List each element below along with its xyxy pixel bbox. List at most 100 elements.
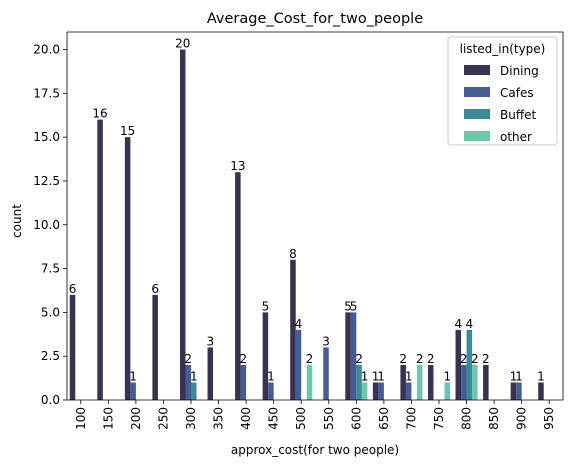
- legend-label-other: other: [500, 130, 532, 144]
- bar-label-dining-750: 2: [427, 352, 435, 366]
- bar-label-cafes-300: 2: [184, 352, 192, 366]
- legend-label-dining: Dining: [500, 64, 539, 78]
- x-tick-label: 950: [542, 407, 556, 430]
- bar-dining-600: [345, 312, 351, 400]
- bar-label-dining-250: 6: [151, 282, 159, 296]
- bar-dining-300: [179, 49, 186, 401]
- bar-cafes-650: [378, 382, 384, 400]
- x-tick-label: 400: [239, 407, 253, 430]
- bar-label-dining-950: 1: [537, 369, 545, 383]
- bar-cafes-200: [130, 382, 136, 400]
- bar-dining-250: [152, 294, 158, 400]
- bar-label-dining-800: 4: [454, 317, 462, 331]
- bar-label-other-800: 2: [471, 352, 479, 366]
- bar-dining-650: [372, 382, 379, 400]
- y-tick-label: 20.0: [33, 43, 60, 57]
- legend-label-cafes: Cafes: [500, 86, 534, 100]
- legend-swatch-other: [464, 131, 490, 141]
- bar-cafes-550: [323, 347, 329, 400]
- bar-buffet-800: [466, 329, 473, 400]
- bar-cafes-600: [350, 312, 357, 400]
- bar-label-cafes-450: 1: [267, 369, 275, 383]
- bar-dining-850: [483, 364, 489, 400]
- x-tick-label: 700: [404, 407, 418, 430]
- y-tick-label: 0.0: [41, 393, 60, 407]
- bar-cafes-900: [516, 382, 522, 400]
- bar-label-other-700: 2: [416, 352, 424, 366]
- bar-label-dining-200: 15: [120, 124, 135, 138]
- bar-dining-950: [538, 382, 544, 400]
- bar-label-dining-400: 13: [230, 159, 245, 173]
- x-tick-label: 450: [267, 407, 281, 430]
- bar-label-other-600: 1: [361, 369, 369, 383]
- bar-label-dining-350: 3: [206, 334, 214, 348]
- x-tick-label: 150: [101, 407, 115, 430]
- bar-label-cafes-700: 1: [405, 369, 413, 383]
- y-tick-label: 12.5: [33, 174, 60, 188]
- legend-title: listed_in(type): [460, 42, 546, 56]
- bar-label-dining-150: 16: [92, 107, 107, 121]
- x-tick-label: 850: [487, 407, 501, 430]
- x-tick-label: 350: [212, 407, 226, 430]
- bar-dining-450: [262, 312, 269, 400]
- legend-swatch-cafes: [464, 87, 490, 97]
- bar-other-800: [472, 364, 478, 400]
- bar-label-dining-850: 2: [482, 352, 490, 366]
- x-tick-label: 600: [349, 407, 363, 430]
- bar-label-other-750: 1: [443, 369, 451, 383]
- y-tick-label: 7.5: [41, 262, 60, 276]
- bar-label-cafes-600: 5: [350, 299, 358, 313]
- bar-label-other-500: 2: [306, 352, 314, 366]
- bar-label-dining-100: 6: [69, 282, 77, 296]
- bar-cafes-300: [185, 364, 191, 400]
- bar-buffet-300: [191, 382, 197, 400]
- y-axis-label: count: [10, 204, 24, 238]
- x-tick-label: 100: [74, 407, 88, 430]
- bar-cafes-800: [461, 364, 467, 400]
- x-tick-label: 300: [184, 407, 198, 430]
- bar-dining-400: [235, 172, 241, 400]
- y-tick-label: 17.5: [33, 86, 60, 100]
- bar-dining-350: [207, 347, 214, 400]
- legend-label-buffet: Buffet: [500, 108, 536, 122]
- bar-label-cafes-900: 1: [515, 369, 523, 383]
- bar-dining-900: [510, 382, 517, 400]
- bar-other-750: [444, 382, 451, 400]
- bar-other-700: [416, 364, 423, 400]
- bar-label-dining-500: 8: [289, 247, 297, 261]
- bar-cafes-400: [240, 364, 247, 400]
- x-tick-label: 200: [129, 407, 143, 430]
- bar-label-cafes-200: 1: [129, 369, 137, 383]
- x-tick-label: 500: [294, 407, 308, 430]
- bar-cafes-500: [295, 329, 302, 400]
- bar-label-dining-900: 1: [510, 369, 518, 383]
- bar-label-cafes-500: 4: [295, 317, 303, 331]
- bar-buffet-600: [356, 364, 362, 400]
- legend-swatch-buffet: [464, 109, 490, 119]
- bar-dining-100: [69, 294, 76, 400]
- bar-cafes-700: [405, 382, 412, 400]
- bar-label-dining-700: 2: [399, 352, 407, 366]
- bar-cafes-450: [268, 382, 274, 400]
- bar-label-buffet-600: 2: [355, 352, 363, 366]
- bar-dining-800: [455, 329, 462, 400]
- x-tick-label: 900: [515, 407, 529, 430]
- x-tick-label: 750: [432, 407, 446, 430]
- bar-label-dining-300: 20: [175, 37, 190, 51]
- bar-dining-500: [290, 259, 296, 400]
- bar-label-cafes-800: 2: [460, 352, 468, 366]
- bar-label-dining-650: 1: [372, 369, 380, 383]
- bar-dining-750: [427, 364, 434, 400]
- bar-other-600: [361, 382, 368, 400]
- x-tick-label: 550: [322, 407, 336, 430]
- y-tick-label: 2.5: [41, 349, 60, 363]
- bar-label-buffet-800: 4: [465, 317, 473, 331]
- bar-label-buffet-300: 1: [190, 369, 198, 383]
- x-axis-label: approx_cost(for two people): [231, 443, 399, 457]
- bar-dining-200: [124, 137, 131, 400]
- y-tick-label: 10.0: [33, 218, 60, 232]
- legend-swatch-dining: [464, 65, 490, 75]
- legend: listed_in(type) Dining Cafes Buffet other: [447, 36, 558, 146]
- y-tick-label: 15.0: [33, 130, 60, 144]
